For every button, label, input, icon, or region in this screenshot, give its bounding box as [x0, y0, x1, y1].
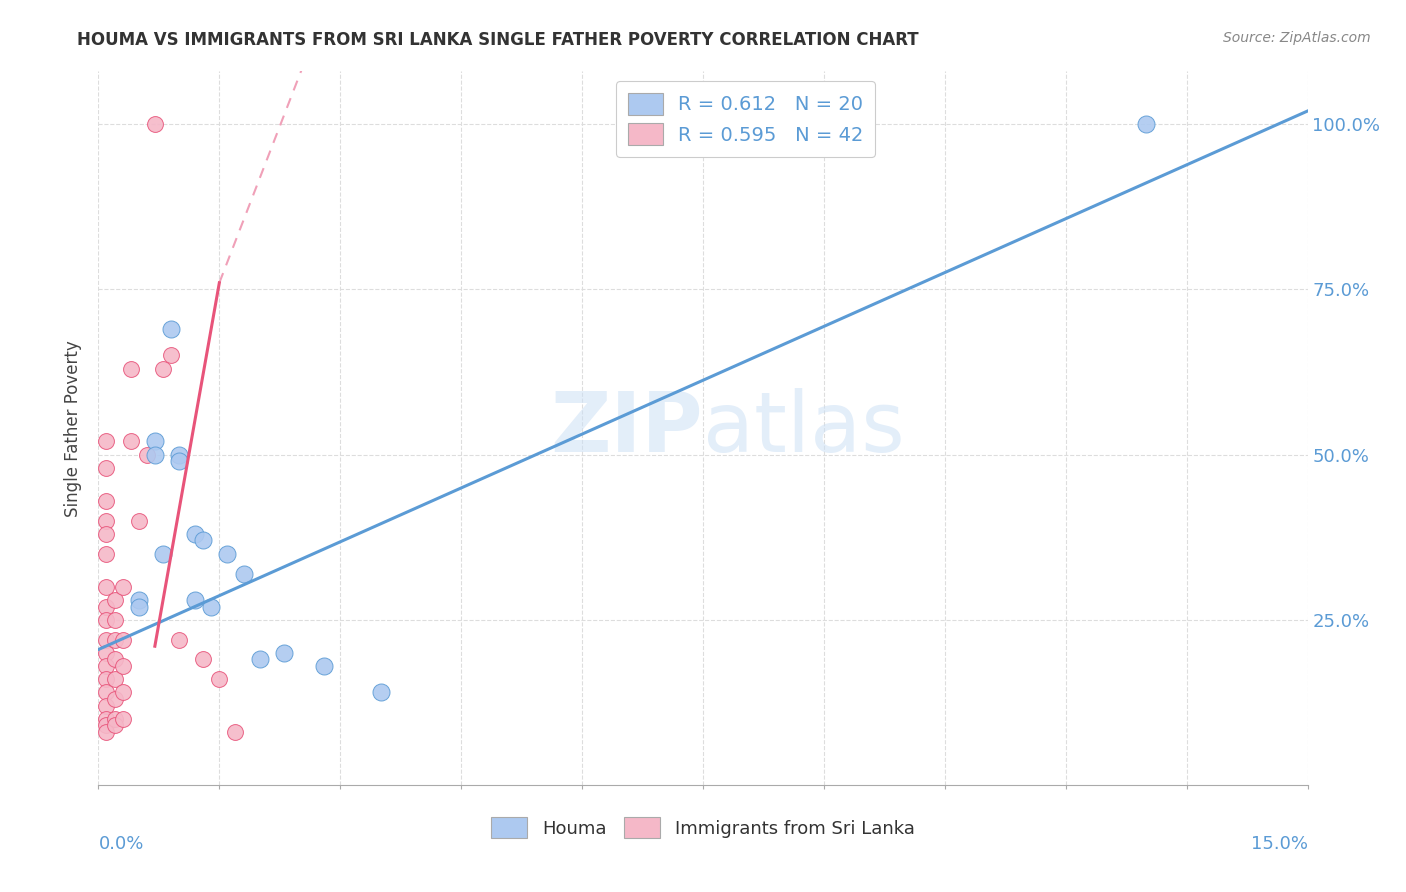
Point	[111, 632, 134, 647]
Point	[111, 580, 134, 594]
Text: Source: ZipAtlas.com: Source: ZipAtlas.com	[1223, 31, 1371, 45]
Point	[111, 712, 134, 726]
Point	[152, 361, 174, 376]
Point	[103, 632, 125, 647]
Point	[96, 712, 118, 726]
Point	[96, 527, 118, 541]
Point	[120, 434, 142, 449]
Point	[370, 685, 392, 699]
Point	[1135, 117, 1157, 131]
Point	[160, 349, 183, 363]
Point	[249, 652, 271, 666]
Point	[167, 448, 190, 462]
Point	[96, 613, 118, 627]
Point	[152, 547, 174, 561]
Point	[208, 672, 231, 686]
Point	[273, 646, 295, 660]
Point	[160, 322, 183, 336]
Point	[103, 613, 125, 627]
Point	[120, 361, 142, 376]
Point	[184, 593, 207, 607]
Text: HOUMA VS IMMIGRANTS FROM SRI LANKA SINGLE FATHER POVERTY CORRELATION CHART: HOUMA VS IMMIGRANTS FROM SRI LANKA SINGL…	[77, 31, 920, 49]
Text: atlas: atlas	[703, 388, 904, 468]
Point	[200, 599, 222, 614]
Text: ZIP: ZIP	[551, 388, 703, 468]
Point	[103, 692, 125, 706]
Point	[111, 659, 134, 673]
Point	[813, 103, 835, 118]
Point	[103, 712, 125, 726]
Point	[128, 593, 150, 607]
Point	[143, 434, 166, 449]
Point	[96, 599, 118, 614]
Point	[184, 527, 207, 541]
Point	[232, 566, 254, 581]
Point	[96, 547, 118, 561]
Text: 15.0%: 15.0%	[1250, 835, 1308, 853]
Point	[167, 632, 190, 647]
Point	[217, 547, 239, 561]
Point	[103, 718, 125, 732]
Point	[96, 646, 118, 660]
Y-axis label: Single Father Poverty: Single Father Poverty	[65, 340, 83, 516]
Point	[96, 460, 118, 475]
Point	[224, 725, 246, 739]
Point	[314, 659, 336, 673]
Point	[96, 698, 118, 713]
Point	[128, 514, 150, 528]
Point	[193, 533, 215, 548]
Point	[103, 652, 125, 666]
Point	[96, 725, 118, 739]
Point	[143, 448, 166, 462]
Point	[193, 652, 215, 666]
Text: 0.0%: 0.0%	[98, 835, 143, 853]
Point	[96, 493, 118, 508]
Point	[96, 580, 118, 594]
Point	[103, 672, 125, 686]
Point	[167, 454, 190, 468]
Point	[96, 632, 118, 647]
Legend: Houma, Immigrants from Sri Lanka: Houma, Immigrants from Sri Lanka	[482, 808, 924, 847]
Point	[96, 718, 118, 732]
Point	[103, 593, 125, 607]
Point	[96, 659, 118, 673]
Point	[128, 599, 150, 614]
Point	[96, 672, 118, 686]
Point	[111, 685, 134, 699]
Point	[135, 448, 157, 462]
Point	[96, 434, 118, 449]
Point	[143, 117, 166, 131]
Point	[96, 685, 118, 699]
Point	[96, 514, 118, 528]
